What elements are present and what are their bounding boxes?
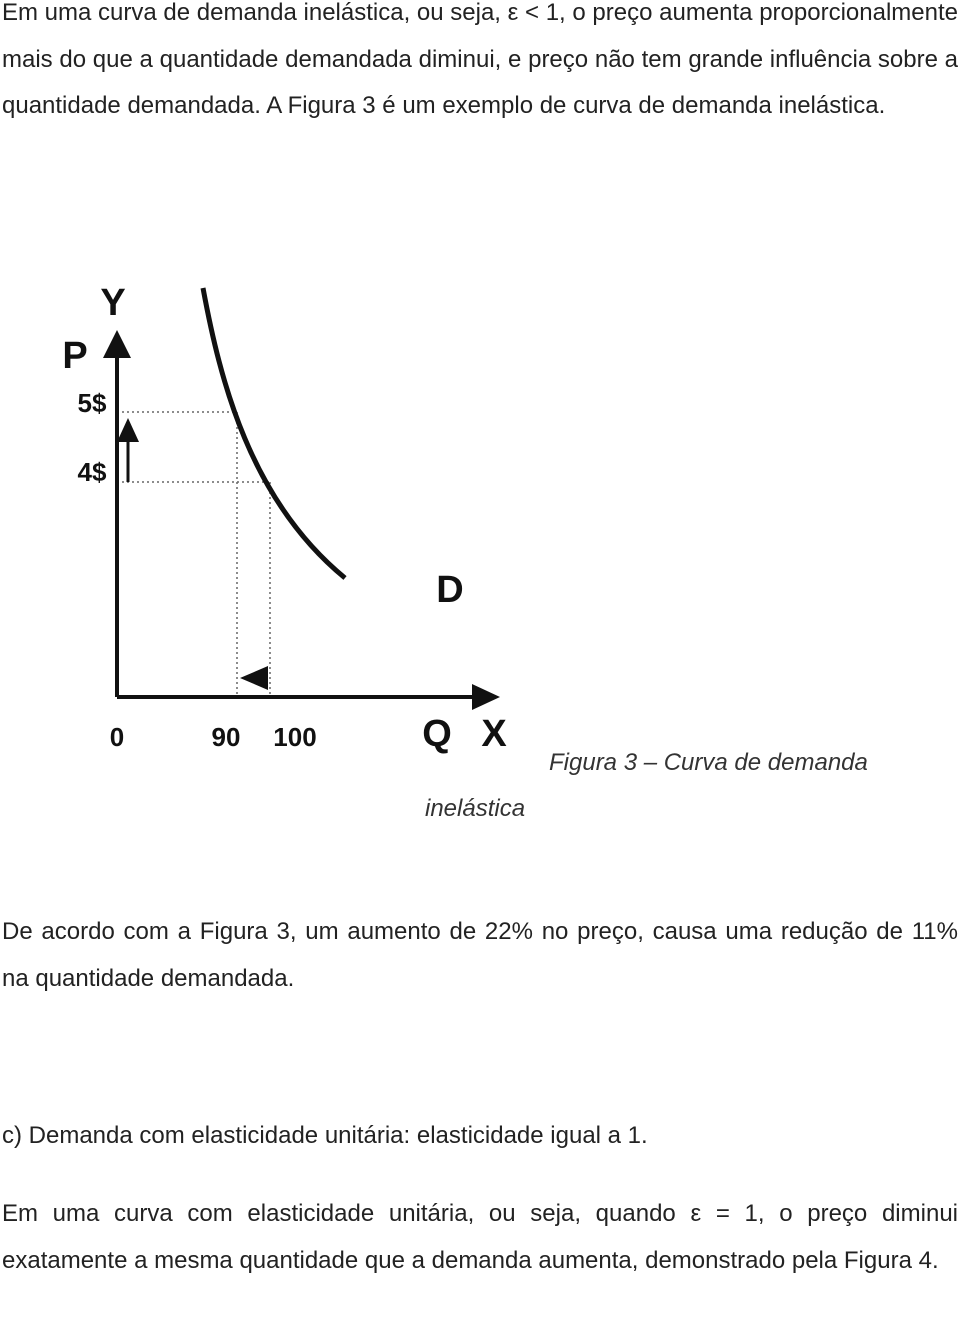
curve-label: D [436,569,463,611]
price-label: 5$ [78,388,107,418]
paragraph: c) Demanda com elasticidade unitária: el… [2,1122,648,1149]
axis-label: Q [422,713,452,755]
quantity-label: 90 [212,722,241,752]
price-label: 4$ [78,457,107,487]
quantity-label: 0 [110,722,124,752]
paragraph: Em uma curva com elasticidade unitária, … [2,1200,958,1274]
demand-curve [200,287,347,580]
paragraph: De acordo com a Figura 3, um aumento de … [2,918,958,992]
axis-label: Y [100,282,125,324]
axis-label: X [481,713,507,755]
figure-caption: Figura 3 – Curva de demanda inelástica [425,749,868,822]
quantity-label: 100 [273,722,316,752]
axis-label: P [62,335,87,377]
figure: Y P 5$ 4$ D 0 90 100 Q X [62,282,507,755]
paragraph: Em uma curva de demanda inelástica, ou s… [2,0,958,119]
